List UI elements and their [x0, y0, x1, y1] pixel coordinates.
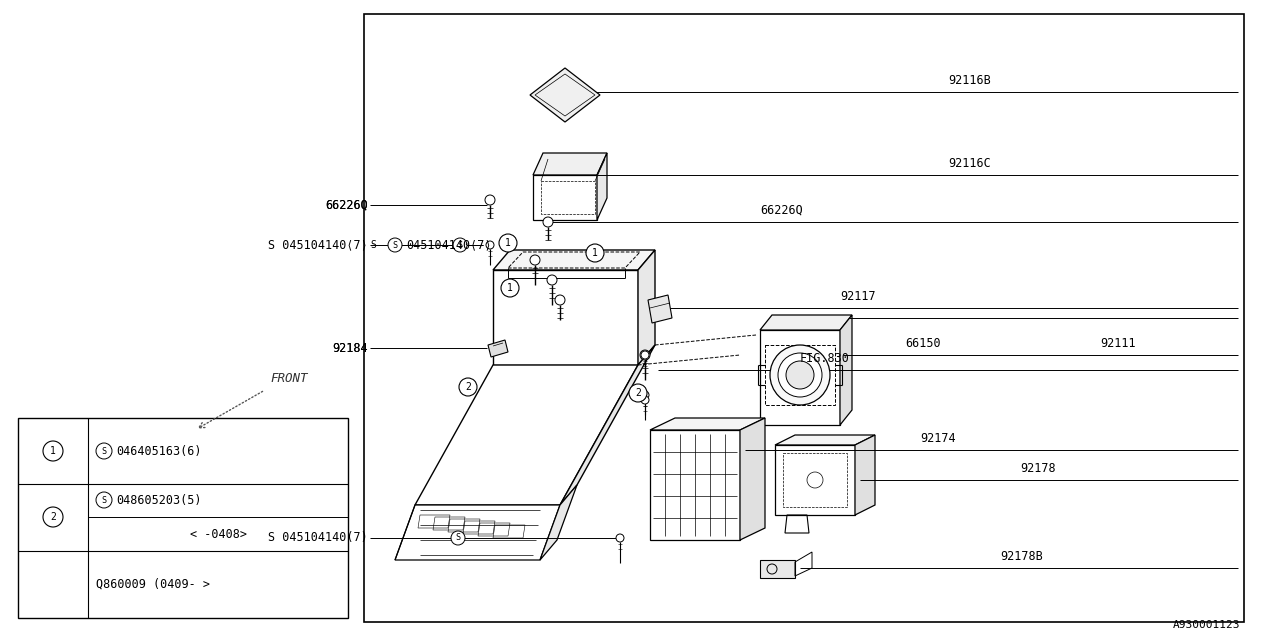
Polygon shape: [596, 153, 607, 220]
Polygon shape: [493, 270, 637, 365]
Circle shape: [543, 217, 553, 227]
Polygon shape: [415, 365, 637, 505]
Circle shape: [500, 279, 518, 297]
Polygon shape: [648, 295, 672, 323]
Circle shape: [451, 531, 465, 545]
Polygon shape: [774, 445, 855, 515]
Polygon shape: [740, 418, 765, 540]
Text: S 045104140(7): S 045104140(7): [269, 531, 369, 545]
Text: 2: 2: [50, 512, 56, 522]
Circle shape: [556, 295, 564, 305]
Text: FRONT: FRONT: [270, 372, 307, 385]
Polygon shape: [540, 485, 577, 560]
Text: 92184: 92184: [333, 342, 369, 355]
Text: 92116B: 92116B: [948, 74, 991, 87]
Polygon shape: [637, 250, 655, 365]
Polygon shape: [650, 430, 740, 540]
Text: 1: 1: [507, 283, 513, 293]
Text: S 045104140⟨7⟩: S 045104140⟨7⟩: [269, 239, 369, 252]
Text: 1: 1: [593, 248, 598, 258]
Text: S: S: [457, 241, 462, 250]
Text: 1: 1: [50, 446, 56, 456]
Circle shape: [771, 345, 829, 405]
Polygon shape: [855, 435, 876, 515]
Bar: [364, 14, 1244, 622]
Text: S: S: [456, 534, 461, 543]
Text: 92178: 92178: [1020, 462, 1056, 475]
Bar: [18, 418, 348, 618]
Circle shape: [628, 384, 646, 402]
Text: 92111: 92111: [1100, 337, 1135, 350]
Polygon shape: [561, 345, 655, 505]
Text: Q860009 (0409- >: Q860009 (0409- >: [96, 577, 210, 591]
Polygon shape: [774, 435, 876, 445]
Text: 048605203(5): 048605203(5): [116, 493, 201, 506]
Text: S: S: [393, 241, 398, 250]
Circle shape: [44, 441, 63, 461]
Circle shape: [547, 275, 557, 285]
Circle shape: [486, 241, 494, 249]
Polygon shape: [532, 153, 607, 175]
Polygon shape: [760, 315, 852, 330]
Text: S: S: [101, 447, 106, 456]
Text: 66226Q: 66226Q: [760, 204, 803, 217]
Text: 92174: 92174: [920, 432, 956, 445]
Text: 66226Q: 66226Q: [325, 198, 369, 211]
Text: FIG.830: FIG.830: [800, 352, 850, 365]
Text: 2: 2: [635, 388, 641, 398]
Polygon shape: [760, 330, 840, 425]
Circle shape: [96, 443, 113, 459]
Circle shape: [641, 351, 649, 359]
Polygon shape: [396, 505, 561, 560]
Circle shape: [778, 353, 822, 397]
Circle shape: [453, 238, 467, 252]
Circle shape: [640, 350, 650, 360]
Polygon shape: [488, 340, 508, 357]
Polygon shape: [840, 315, 852, 425]
Text: 046405163(6): 046405163(6): [116, 445, 201, 458]
Circle shape: [485, 195, 495, 205]
Text: 92116C: 92116C: [948, 157, 991, 170]
Text: S: S: [101, 495, 106, 504]
Circle shape: [96, 492, 113, 508]
Polygon shape: [530, 68, 600, 122]
Text: 2: 2: [465, 382, 471, 392]
Polygon shape: [532, 175, 596, 220]
Circle shape: [499, 234, 517, 252]
Polygon shape: [650, 418, 765, 430]
Circle shape: [786, 361, 814, 389]
Text: S: S: [370, 240, 376, 250]
Text: 92184: 92184: [333, 342, 369, 355]
Polygon shape: [760, 560, 795, 578]
Circle shape: [641, 391, 649, 399]
Text: < -0408>: < -0408>: [189, 527, 247, 541]
Circle shape: [388, 238, 402, 252]
Text: 1: 1: [506, 238, 511, 248]
Circle shape: [44, 507, 63, 527]
Circle shape: [460, 378, 477, 396]
Text: 66150: 66150: [905, 337, 941, 350]
Circle shape: [641, 396, 649, 404]
Circle shape: [586, 244, 604, 262]
Text: 045104140⟨7⟩: 045104140⟨7⟩: [406, 239, 492, 252]
Text: 92178B: 92178B: [1000, 550, 1043, 563]
Text: 66226Q: 66226Q: [325, 198, 369, 211]
Text: A930001123: A930001123: [1172, 620, 1240, 630]
Circle shape: [616, 534, 625, 542]
Polygon shape: [493, 250, 655, 270]
Circle shape: [530, 255, 540, 265]
Text: 92117: 92117: [840, 290, 876, 303]
